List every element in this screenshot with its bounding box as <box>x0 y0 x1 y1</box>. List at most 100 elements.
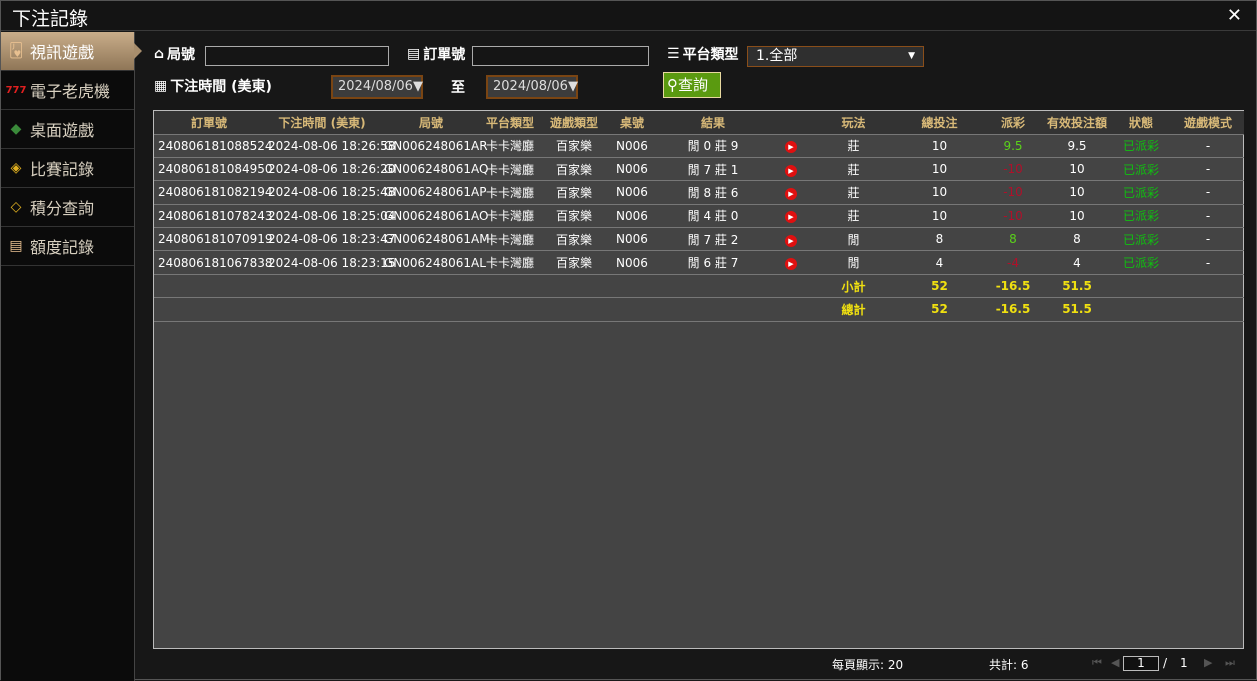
column-header: 桌號 <box>610 111 654 135</box>
table-cell: GN006248061AM <box>380 227 490 252</box>
table-cell: 閒 0 莊 9 <box>654 134 772 158</box>
table-cell: 2024-08-06 18:23:47 <box>264 227 395 252</box>
total-bet: 52 <box>897 297 982 322</box>
round-label: ⌂ 局號 <box>154 44 195 64</box>
order-input[interactable] <box>472 46 649 66</box>
table-row: 240806181088524 2024-08-06 18:26:58 GN0062… <box>154 134 1244 158</box>
platform-select[interactable]: 1.全部 ▼ <box>747 46 924 67</box>
to-label: 至 <box>451 80 465 96</box>
table-cell: 卡卡灣廳 <box>482 134 538 158</box>
list-icon: ☰ <box>667 46 680 62</box>
table-cell: 240806181078243 <box>154 204 273 229</box>
time-label-text: 下注時間 (美東) <box>170 79 272 95</box>
subtotal-row: 小計 52 -16.5 51.5 <box>154 274 1244 299</box>
close-icon[interactable]: ✕ <box>1226 5 1242 26</box>
table-cell: 240806181082194 <box>154 180 273 205</box>
document-icon: ▤ <box>9 238 23 254</box>
table-cell: 百家樂 <box>538 204 610 229</box>
column-header: 平台類型 <box>482 111 538 135</box>
platform-value: 1.全部 <box>756 48 798 64</box>
total-label: 總計 <box>810 297 897 322</box>
slot-777-icon: 777 <box>5 84 27 96</box>
table-cell: 已派彩 <box>1110 227 1172 252</box>
table-cell: 閒 4 莊 0 <box>654 204 772 229</box>
sidebar-item-2[interactable]: ◆ 桌面遊戲 <box>1 110 134 149</box>
table-cell: 卡卡灣廳 <box>482 157 538 182</box>
sidebar-item-1[interactable]: 777 電子老虎機 <box>1 71 134 110</box>
page-separator: / <box>1163 656 1168 670</box>
sidebar-item-5[interactable]: ▤ 額度記錄 <box>1 227 134 266</box>
sidebar-item-label: 電子老虎機 <box>30 82 111 101</box>
page-input[interactable]: 1 <box>1123 656 1159 671</box>
table-cell: N006 <box>610 204 654 229</box>
query-label: 查詢 <box>678 76 709 94</box>
clipboard-icon: ▤ <box>407 46 421 62</box>
table-cell: 240806181070919 <box>154 227 273 252</box>
table-cell: 8 <box>1044 227 1110 252</box>
play-video-icon[interactable]: ▶ <box>785 234 797 247</box>
table-cell: -10 <box>982 180 1044 205</box>
play-video-icon[interactable]: ▶ <box>785 141 797 154</box>
table-cell: 2024-08-06 18:26:20 <box>264 157 395 182</box>
table-cell: 閒 8 莊 6 <box>654 180 772 205</box>
table-cell: 百家樂 <box>538 134 610 158</box>
table-cell: 10 <box>897 180 982 205</box>
diamond-icon: ◇ <box>10 199 22 215</box>
last-page-icon[interactable]: ⏭ <box>1225 656 1235 669</box>
date-to-picker[interactable]: 2024/08/06▼ <box>486 75 578 99</box>
table-cell: N006 <box>610 134 654 158</box>
chips-icon: ◆ <box>10 121 22 137</box>
per-page-text: 每頁顯示: 20 <box>832 658 904 672</box>
table-cell: -10 <box>982 157 1044 182</box>
round-input[interactable] <box>205 46 389 66</box>
table-cell: - <box>1172 227 1244 252</box>
dropdown-arrow-icon: ▼ <box>412 79 423 94</box>
table-row: 240806181084950 2024-08-06 18:26:20 GN0062… <box>154 157 1244 182</box>
table-cell: GN006248061AQ <box>380 157 488 182</box>
sidebar-item-3[interactable]: ◈ 比賽記錄 <box>1 149 134 188</box>
play-video-icon[interactable]: ▶ <box>785 211 797 224</box>
table-cell: -10 <box>982 204 1044 229</box>
table-row: 240806181067838 2024-08-06 18:23:15 GN0062… <box>154 250 1244 275</box>
table-cell: 已派彩 <box>1110 157 1172 182</box>
table-cell: 卡卡灣廳 <box>482 204 538 229</box>
column-header: 遊戲模式 <box>1172 111 1244 135</box>
first-page-icon[interactable]: ⏮ <box>1092 656 1102 669</box>
table-cell: 9.5 <box>982 134 1044 158</box>
window-title: 下注記錄 <box>12 8 89 30</box>
table-cell: 8 <box>897 227 982 252</box>
sidebar-item-4[interactable]: ◇ 積分查詢 <box>1 188 134 227</box>
order-label: ▤ 訂單號 <box>407 44 465 64</box>
table-cell: 9.5 <box>1044 134 1110 158</box>
table-cell: - <box>1172 204 1244 229</box>
subtotal-label: 小計 <box>810 274 897 299</box>
prev-page-icon[interactable]: ◀ <box>1111 656 1120 669</box>
sidebar-item-label: 視訊遊戲 <box>30 43 95 62</box>
next-page-icon[interactable]: ▶ <box>1204 656 1213 669</box>
table-cell: 240806181088524 <box>154 134 273 158</box>
play-video-icon[interactable]: ▶ <box>785 258 797 271</box>
spacer <box>1110 297 1244 322</box>
table-cell: - <box>1172 157 1244 182</box>
table-cell: 10 <box>897 204 982 229</box>
replay-cell: ▶ <box>772 204 810 229</box>
replay-cell: ▶ <box>772 180 810 205</box>
table-cell: 4 <box>897 250 982 275</box>
table-cell: 百家樂 <box>538 250 610 275</box>
column-header: 結果 <box>654 111 772 135</box>
table-cell: 閒 6 莊 7 <box>654 250 772 275</box>
query-button[interactable]: ⚲查詢 <box>663 72 721 98</box>
column-header: 訂單號 <box>154 111 264 135</box>
spacer <box>154 274 810 299</box>
date-from-picker[interactable]: 2024/08/06▼ <box>331 75 423 99</box>
table-cell: N006 <box>610 180 654 205</box>
play-video-icon[interactable]: ▶ <box>785 187 797 200</box>
table-cell: - <box>1172 180 1244 205</box>
table-cell: 4 <box>1044 250 1110 275</box>
play-video-icon[interactable]: ▶ <box>785 164 797 177</box>
table-cell: 莊 <box>810 134 897 158</box>
column-header: 有效投注額 <box>1044 111 1110 135</box>
sidebar-item-0[interactable]: 🂻 視訊遊戲 <box>1 32 142 71</box>
table-cell: GN006248061AR <box>380 134 488 158</box>
